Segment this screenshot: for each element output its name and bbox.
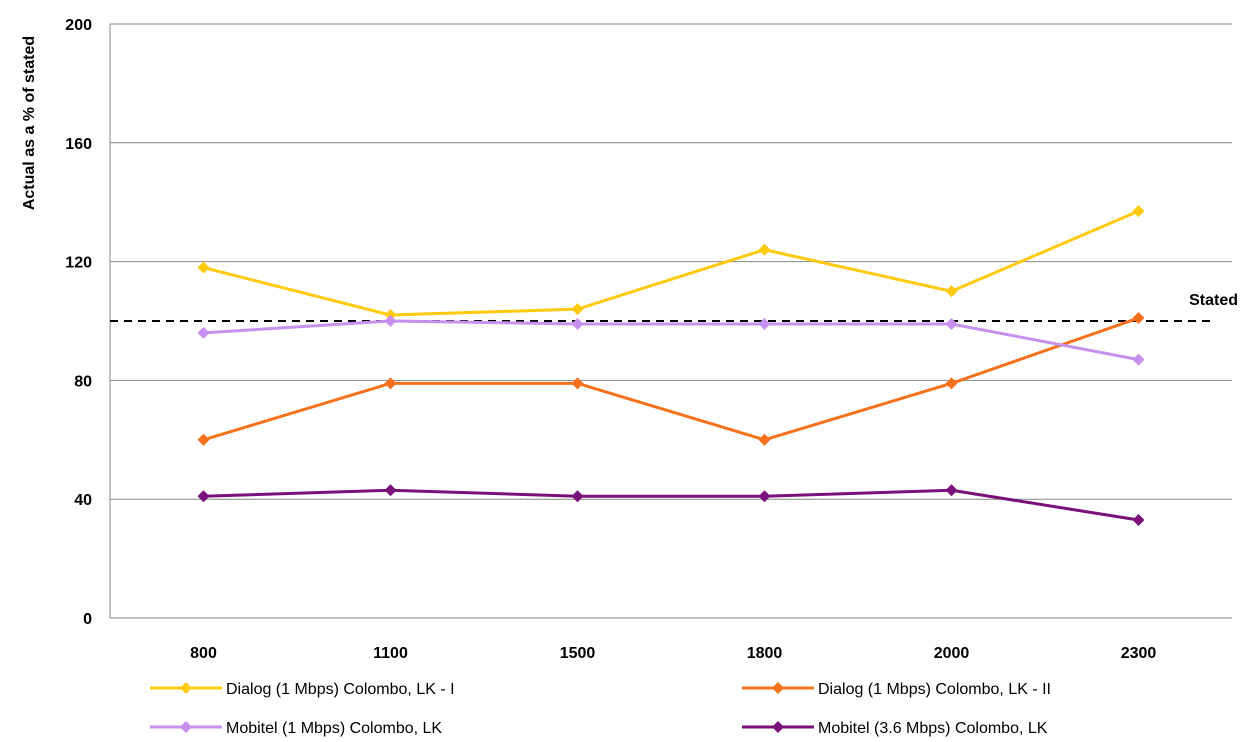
data-point <box>1132 205 1145 218</box>
data-point <box>197 490 210 503</box>
legend-label: Mobitel (3.6 Mbps) Colombo, LK <box>818 720 1048 737</box>
series-3 <box>197 315 1145 366</box>
series-line <box>203 316 1139 442</box>
gridlines <box>110 23 1232 500</box>
data-point <box>758 433 771 446</box>
series-4 <box>197 484 1145 526</box>
y-tick-labels: 0 40 80 120 160 200 <box>65 17 92 628</box>
data-point <box>758 243 771 256</box>
x-tick-label: 1800 <box>747 645 783 662</box>
data-point <box>197 433 210 446</box>
legend-label: Dialog (1 Mbps) Colombo, LK - II <box>818 681 1051 698</box>
data-point <box>758 490 771 503</box>
data-point <box>1132 513 1145 526</box>
data-point <box>945 285 958 298</box>
legend-label: Mobitel (1 Mbps) Colombo, LK <box>226 720 442 737</box>
data-point <box>384 377 397 390</box>
series-1 <box>197 205 1145 322</box>
data-point <box>945 484 958 497</box>
data-point <box>197 326 210 339</box>
data-point <box>384 484 397 497</box>
x-tick-labels: 800 1100 1500 1800 2000 2300 <box>190 645 1156 662</box>
legend-item: Mobitel (3.6 Mbps) Colombo, LK <box>742 720 1048 737</box>
x-tick-label: 1100 <box>373 645 408 662</box>
data-point <box>945 317 958 330</box>
series-line <box>203 209 1140 317</box>
legend-swatch-marker <box>180 721 192 733</box>
series-line <box>203 488 1139 522</box>
x-tick-label: 2300 <box>1121 645 1157 662</box>
y-tick-label: 40 <box>74 492 92 509</box>
x-tick-label: 800 <box>190 645 217 662</box>
y-tick-label: 0 <box>83 611 92 628</box>
y-axis-label: Actual as a % of stated <box>21 36 38 210</box>
legend-item: Dialog (1 Mbps) Colombo, LK - I <box>150 681 455 698</box>
series-2 <box>197 312 1145 446</box>
data-point <box>945 377 958 390</box>
legend-swatch-marker <box>772 682 784 694</box>
data-point <box>758 317 771 330</box>
y-tick-label: 160 <box>65 136 92 153</box>
data-point <box>197 261 210 274</box>
data-point <box>571 490 584 503</box>
legend-item: Mobitel (1 Mbps) Colombo, LK <box>150 720 442 737</box>
data-point <box>1132 312 1145 325</box>
data-point <box>571 317 584 330</box>
legend-swatch-marker <box>772 721 784 733</box>
x-tick-label: 1500 <box>560 645 596 662</box>
data-point <box>1132 353 1145 366</box>
y-tick-label: 80 <box>74 373 92 390</box>
data-point <box>571 377 584 390</box>
legend: Dialog (1 Mbps) Colombo, LK - I Dialog (1… <box>150 681 1051 737</box>
legend-swatch-marker <box>180 682 192 694</box>
data-series <box>197 205 1145 526</box>
x-tick-label: 2000 <box>934 645 970 662</box>
legend-label: Dialog (1 Mbps) Colombo, LK - I <box>226 681 455 698</box>
series-line <box>203 319 1139 362</box>
data-point <box>384 315 397 327</box>
data-point <box>571 303 584 316</box>
stated-label: Stated <box>1189 292 1238 309</box>
y-tick-label: 120 <box>65 255 92 272</box>
legend-item: Dialog (1 Mbps) Colombo, LK - II <box>742 681 1051 698</box>
y-tick-label: 200 <box>65 17 92 34</box>
